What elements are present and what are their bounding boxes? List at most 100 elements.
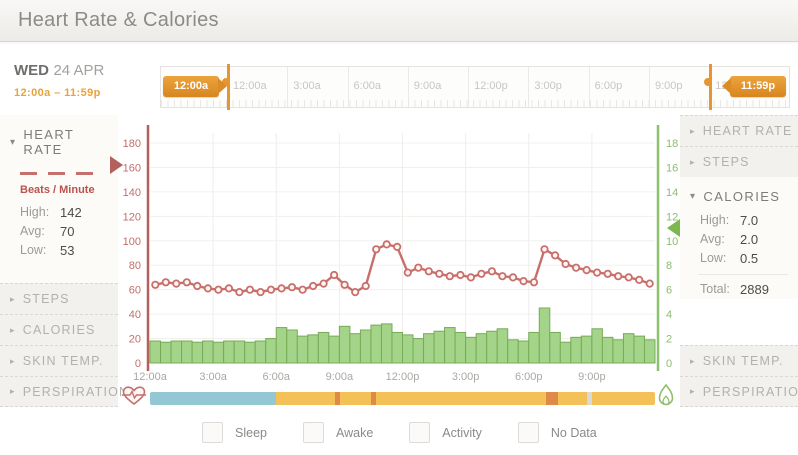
chevron-right-icon: ▸ [10,293,16,304]
calories-bars [149,307,656,364]
panel-pointer-icon [110,156,123,174]
sidebar-item-skin-temp[interactable]: ▸ SKIN TEMP. [680,345,798,376]
date-time-range: 12:00a – 11:59p [14,87,101,99]
timeline-label: 3:00p [534,80,562,92]
right-axis-tick: 12 [666,211,678,223]
stat-label: Avg: [20,224,45,238]
heart-rate-section-header[interactable]: ▾ HEART RATE [0,115,118,157]
timeline-section-line [407,67,409,107]
timeline-label: 3:00a [293,80,321,92]
right-axis-tick: 8 [666,260,672,272]
x-axis-label: 12:00a [133,371,168,383]
stat-value: 2889 [740,282,769,297]
right-axis-tick: 0 [666,358,672,370]
chevron-down-icon: ▾ [690,191,697,202]
x-axis-label: 3:00a [199,371,227,383]
sidebar-item-perspiration[interactable]: ▸ PERSPIRATION [0,376,128,407]
flame-icon [656,383,676,414]
slider-start-handle[interactable] [221,64,230,110]
heart-rate-stats: High: 142 Avg: 70 Low: 53 [20,205,118,258]
left-axis-tick: 0 [135,358,141,370]
heart-pulse-icon [121,385,147,412]
legend-label: Awake [335,425,374,440]
sidebar-item-label: PERSPIRATION [22,384,130,399]
sidebar-item-steps[interactable]: ▸ STEPS [680,146,798,177]
chart-canvas: 0 20 40 60 80 100 120 140 160 180 0 2 4 6 8 10 12 14 16 18 1… [123,125,678,383]
calories-section: ▾ CALORIES High: 7.0 Avg: 2.0 Low: 0.5 T… [667,177,798,299]
left-axis-tick: 120 [123,211,141,223]
x-axis-label: 9:00a [326,371,354,383]
date-weekday: WED [14,62,49,79]
slider-end-tag[interactable]: 11:59p [722,76,786,97]
legend-item-awake: Awake [302,422,374,443]
calories-total: Total: 2889 [700,282,798,297]
calories-stats: High: 7.0 Avg: 2.0 Low: 0.5 [700,213,798,266]
timeline-label: 9:00p [654,80,683,92]
left-axis-tick: 60 [129,285,141,297]
sidebar-item-heart-rate[interactable]: ▸ HEART RATE [680,115,798,146]
x-axis-label: 6:00p [515,371,543,383]
right-axis-tick: 6 [666,285,672,297]
chevron-right-icon: ▸ [690,125,696,136]
stat-value: 142 [60,205,82,220]
sidebar-item-calories[interactable]: ▸ CALORIES [0,314,118,345]
activity-band [150,392,655,405]
divider [698,274,788,275]
sidebar-item-skin-temp[interactable]: ▸ SKIN TEMP. [0,345,118,376]
band-segment-awake [276,392,336,405]
slider-end-knob-icon[interactable] [704,78,713,86]
stat-row-low: Low: 53 [20,243,118,258]
sidebar-item-label: STEPS [702,155,750,169]
panel-pointer-icon [667,219,680,237]
band-segment-activity [545,392,559,405]
stat-row-high: High: 142 [20,205,118,220]
date-value: 24 APR [53,62,105,79]
left-axis-tick: 20 [129,334,141,346]
heart-rate-section-label: HEART RATE [23,127,75,157]
legend-item-no-data: No Data [517,422,597,443]
chevron-right-icon: ▸ [10,386,16,396]
legend-label: No Data [550,425,597,440]
heart-rate-line [151,240,654,297]
legend-item-activity: Activity [409,422,482,443]
sidebar-item-label: PERSPIRATION [702,384,798,399]
legend-label: Activity [442,425,482,440]
date-block: WED 24 APR 12:00a – 11:59p [14,62,104,99]
x-axis-label: 12:00p [386,371,420,383]
time-range-slider[interactable]: 12:00a 9:00p 6:00p 3:00p 12:00p 9:00a 6:00a 3:0… [160,64,790,110]
page-title: Heart Rate & Calories [18,9,219,31]
slider-start-tag[interactable]: 12:00a [163,76,227,97]
sidebar-item-label: CALORIES [22,323,96,337]
calories-section-label: CALORIES [703,189,781,204]
timeline-label: 6:00a [353,80,382,92]
left-axis-tick: 80 [129,260,141,272]
chart-axes: 0 20 40 60 80 100 120 140 160 180 0 2 4 6 8 10 12 14 16 18 1… [123,125,678,383]
timeline-ticks [161,100,789,107]
band-segment-activity [370,392,377,405]
x-axis-label: 9:00p [578,371,606,383]
legend-label: Sleep [235,425,267,440]
sidebar-item-perspiration[interactable]: ▸ PERSPIRATION [680,376,798,407]
stat-row-low: Low: 0.5 [700,251,798,266]
stat-label: High: [20,205,50,219]
timeline-section-line [468,67,470,107]
calories-section-header[interactable]: ▾ CALORIES [680,177,798,204]
x-axis-label: 3:00p [452,371,480,383]
stat-value: 2.0 [740,232,759,247]
stat-label: Low: [20,243,47,257]
left-metric-panel: ▾ HEART RATE Beats / Minute High: 142 Av… [0,115,128,408]
x-axis-label: 6:00a [262,371,290,383]
timeline-label: 12:00a [232,80,267,92]
stat-value: 7.0 [740,213,759,228]
heart-rate-line-swatch [20,172,96,175]
right-axis-tick: 14 [666,187,678,199]
timeline-label: 9:00a [413,80,442,92]
right-axis-tick: 18 [666,138,678,150]
right-axis-tick: 4 [666,309,672,321]
slider-end-handle[interactable] [704,64,713,110]
right-axis-tick: 16 [666,162,678,174]
band-segment-activity [335,392,341,405]
sidebar-item-steps[interactable]: ▸ STEPS [0,283,118,314]
stat-label: Avg: [700,232,725,246]
stat-row-total: Total: 2889 [700,282,798,297]
